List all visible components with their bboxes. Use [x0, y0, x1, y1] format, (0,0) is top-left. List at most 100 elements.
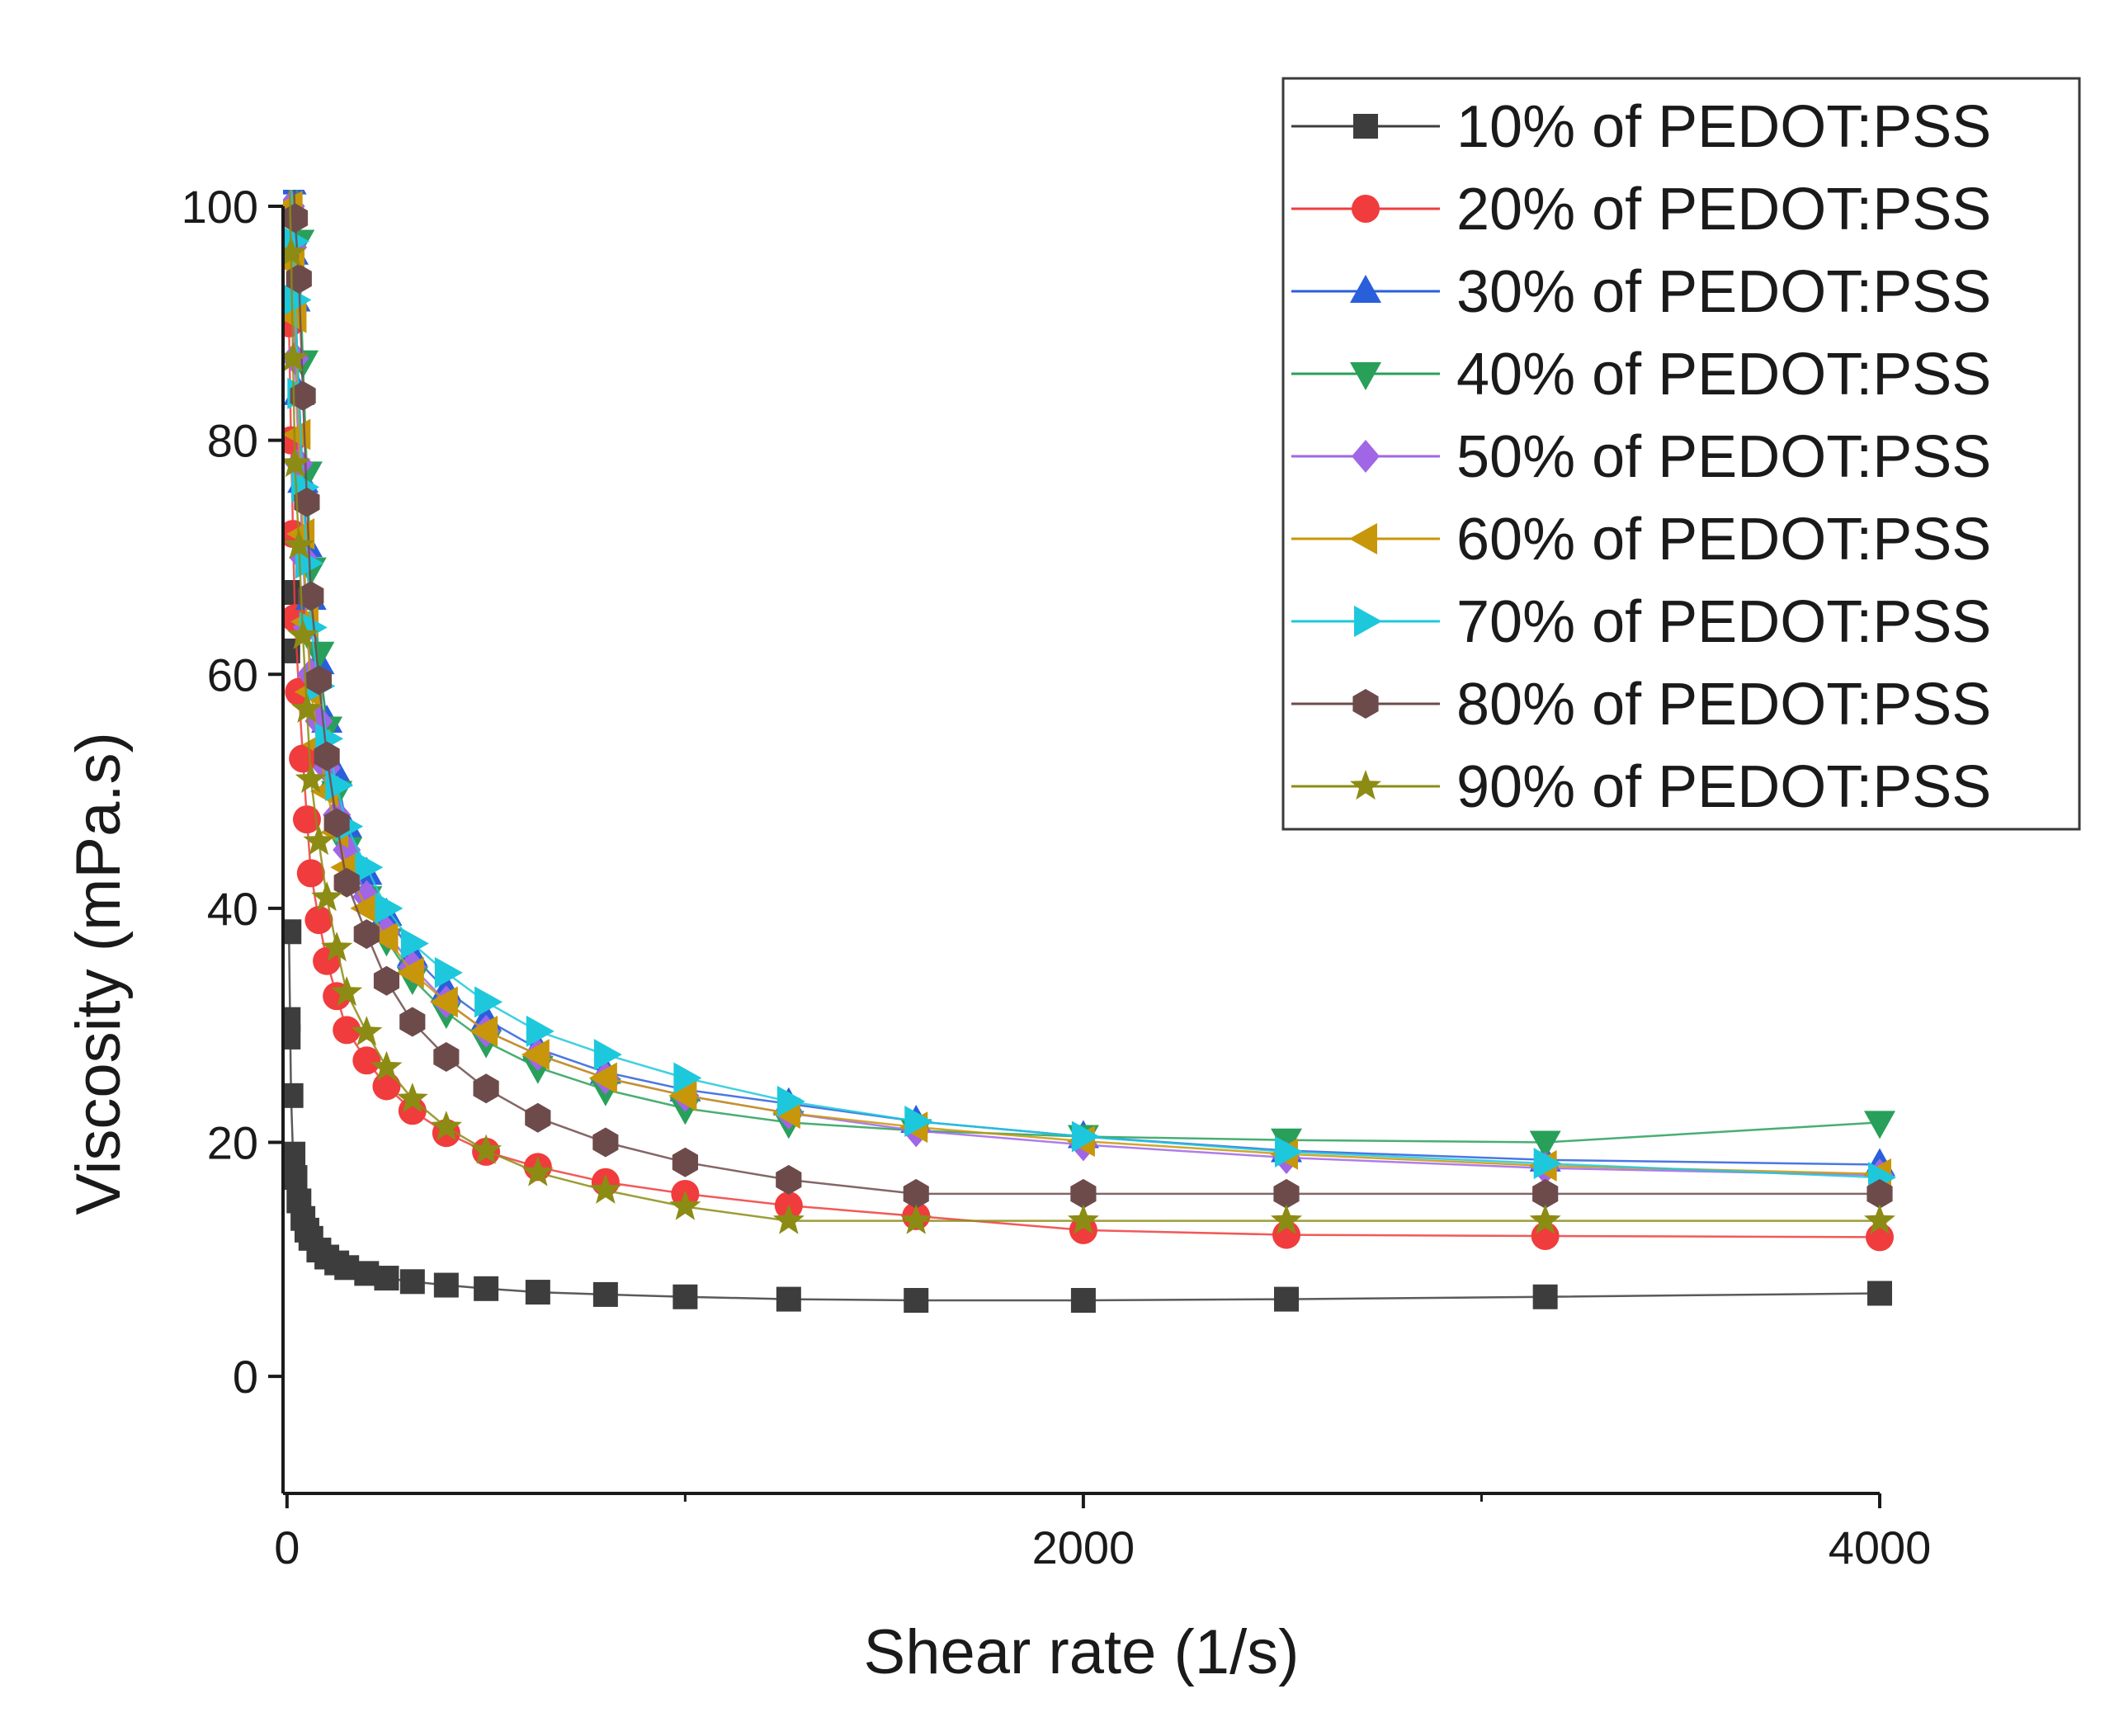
- legend-entry: 70% of PEDOT:PSS: [1291, 589, 1991, 655]
- data-point: [273, 50, 304, 78]
- legend-entry: 30% of PEDOT:PSS: [1291, 259, 1991, 325]
- data-point: [433, 1272, 459, 1298]
- data-point: [669, 1190, 701, 1220]
- data-point: [903, 1178, 929, 1209]
- legend-entry: 40% of PEDOT:PSS: [1291, 342, 1991, 408]
- x-axis-title: Shear rate (1/s): [864, 1617, 1300, 1687]
- legend-marker: [1352, 689, 1379, 719]
- data-point: [283, 284, 312, 316]
- data-point: [373, 965, 399, 996]
- data-point: [673, 1284, 698, 1309]
- data-point: [353, 919, 380, 950]
- legend-label: 30% of PEDOT:PSS: [1456, 259, 1991, 325]
- series-layer: [272, 0, 1896, 1313]
- series-line: [288, 190, 1880, 1222]
- data-point: [331, 976, 363, 1007]
- data-point: [375, 892, 404, 924]
- legend-label: 20% of PEDOT:PSS: [1456, 177, 1991, 243]
- data-point: [526, 1015, 555, 1047]
- legend-entry: 80% of PEDOT:PSS: [1291, 672, 1991, 738]
- data-point: [592, 1281, 618, 1307]
- data-point: [672, 1147, 698, 1177]
- data-point: [1070, 1178, 1097, 1209]
- data-point: [395, 956, 424, 988]
- data-point: [276, 0, 302, 11]
- data-point: [292, 805, 321, 834]
- data-point: [430, 1111, 462, 1141]
- data-point: [283, 529, 315, 559]
- series-line: [290, 190, 1881, 1179]
- data-point: [470, 1134, 503, 1164]
- data-point: [1533, 1148, 1562, 1180]
- data-point: [1273, 1178, 1300, 1209]
- data-point: [473, 1073, 499, 1104]
- data-point: [303, 641, 335, 670]
- data-point: [589, 1173, 621, 1204]
- data-point: [399, 1269, 425, 1295]
- x-tick-label: 4000: [1829, 1521, 1932, 1573]
- data-point: [1864, 1111, 1895, 1139]
- y-tick-label: 20: [207, 1117, 258, 1169]
- data-point: [280, 155, 308, 186]
- data-point: [776, 1085, 805, 1117]
- data-point: [776, 1286, 801, 1312]
- data-point: [588, 1062, 617, 1094]
- data-point: [1867, 1281, 1892, 1306]
- data-point: [305, 665, 332, 696]
- data-point: [772, 1204, 805, 1234]
- data-point: [290, 692, 323, 723]
- data-point: [1069, 1215, 1097, 1244]
- data-point: [433, 1042, 460, 1072]
- data-point: [474, 1276, 499, 1301]
- data-point: [592, 1127, 619, 1158]
- data-point: [1274, 1286, 1300, 1312]
- data-point: [521, 1156, 554, 1186]
- legend-label: 70% of PEDOT:PSS: [1456, 589, 1991, 655]
- y-tick-label: 100: [182, 181, 258, 233]
- data-point: [277, 54, 309, 83]
- data-point: [294, 487, 320, 517]
- data-point: [276, 0, 307, 12]
- axes-layer: 0 20 40 60 80 100 0 2000 4000 Shear rate (1/s) Vis…: [64, 181, 1931, 1687]
- data-point: [283, 236, 307, 267]
- data-point: [272, 97, 300, 129]
- legend: 10% of PEDOT:PSS 20% of PEDOT:PSS 30% of P…: [1281, 77, 2081, 831]
- legend-label: 50% of PEDOT:PSS: [1456, 424, 1991, 490]
- data-point: [1867, 1178, 1893, 1209]
- series-80pct: [276, 0, 1893, 1209]
- legend-marker: [1349, 523, 1377, 554]
- data-point: [281, 144, 306, 174]
- legend-marker: [1350, 275, 1381, 303]
- data-point: [904, 1288, 929, 1313]
- x-tick-label: 0: [274, 1521, 300, 1573]
- data-point: [434, 956, 463, 988]
- y-tick-label: 80: [207, 415, 258, 467]
- data-point: [900, 1204, 932, 1234]
- data-point: [470, 1015, 498, 1047]
- legend-label: 80% of PEDOT:PSS: [1456, 672, 1991, 738]
- data-point: [351, 1016, 383, 1046]
- legend-label: 40% of PEDOT:PSS: [1456, 342, 1991, 408]
- data-point: [273, 131, 304, 161]
- legend-marker: [1350, 362, 1381, 390]
- data-point: [904, 1106, 933, 1138]
- data-point: [303, 825, 335, 856]
- data-point: [1532, 1284, 1558, 1309]
- data-point: [372, 1072, 401, 1101]
- data-point: [474, 986, 503, 1018]
- data-point: [333, 1016, 361, 1045]
- data-point: [525, 1280, 550, 1305]
- data-point: [283, 447, 311, 478]
- y-tick-label: 0: [233, 1351, 258, 1403]
- data-point: [399, 1007, 426, 1037]
- data-point: [323, 808, 350, 838]
- data-point: [321, 932, 353, 962]
- legend-marker: [1352, 195, 1380, 223]
- data-point: [776, 1164, 802, 1195]
- legend-marker: [1354, 606, 1382, 637]
- data-point: [283, 1083, 304, 1108]
- data-point: [279, 125, 310, 153]
- legend-marker: [1353, 114, 1378, 139]
- data-point: [673, 1062, 702, 1094]
